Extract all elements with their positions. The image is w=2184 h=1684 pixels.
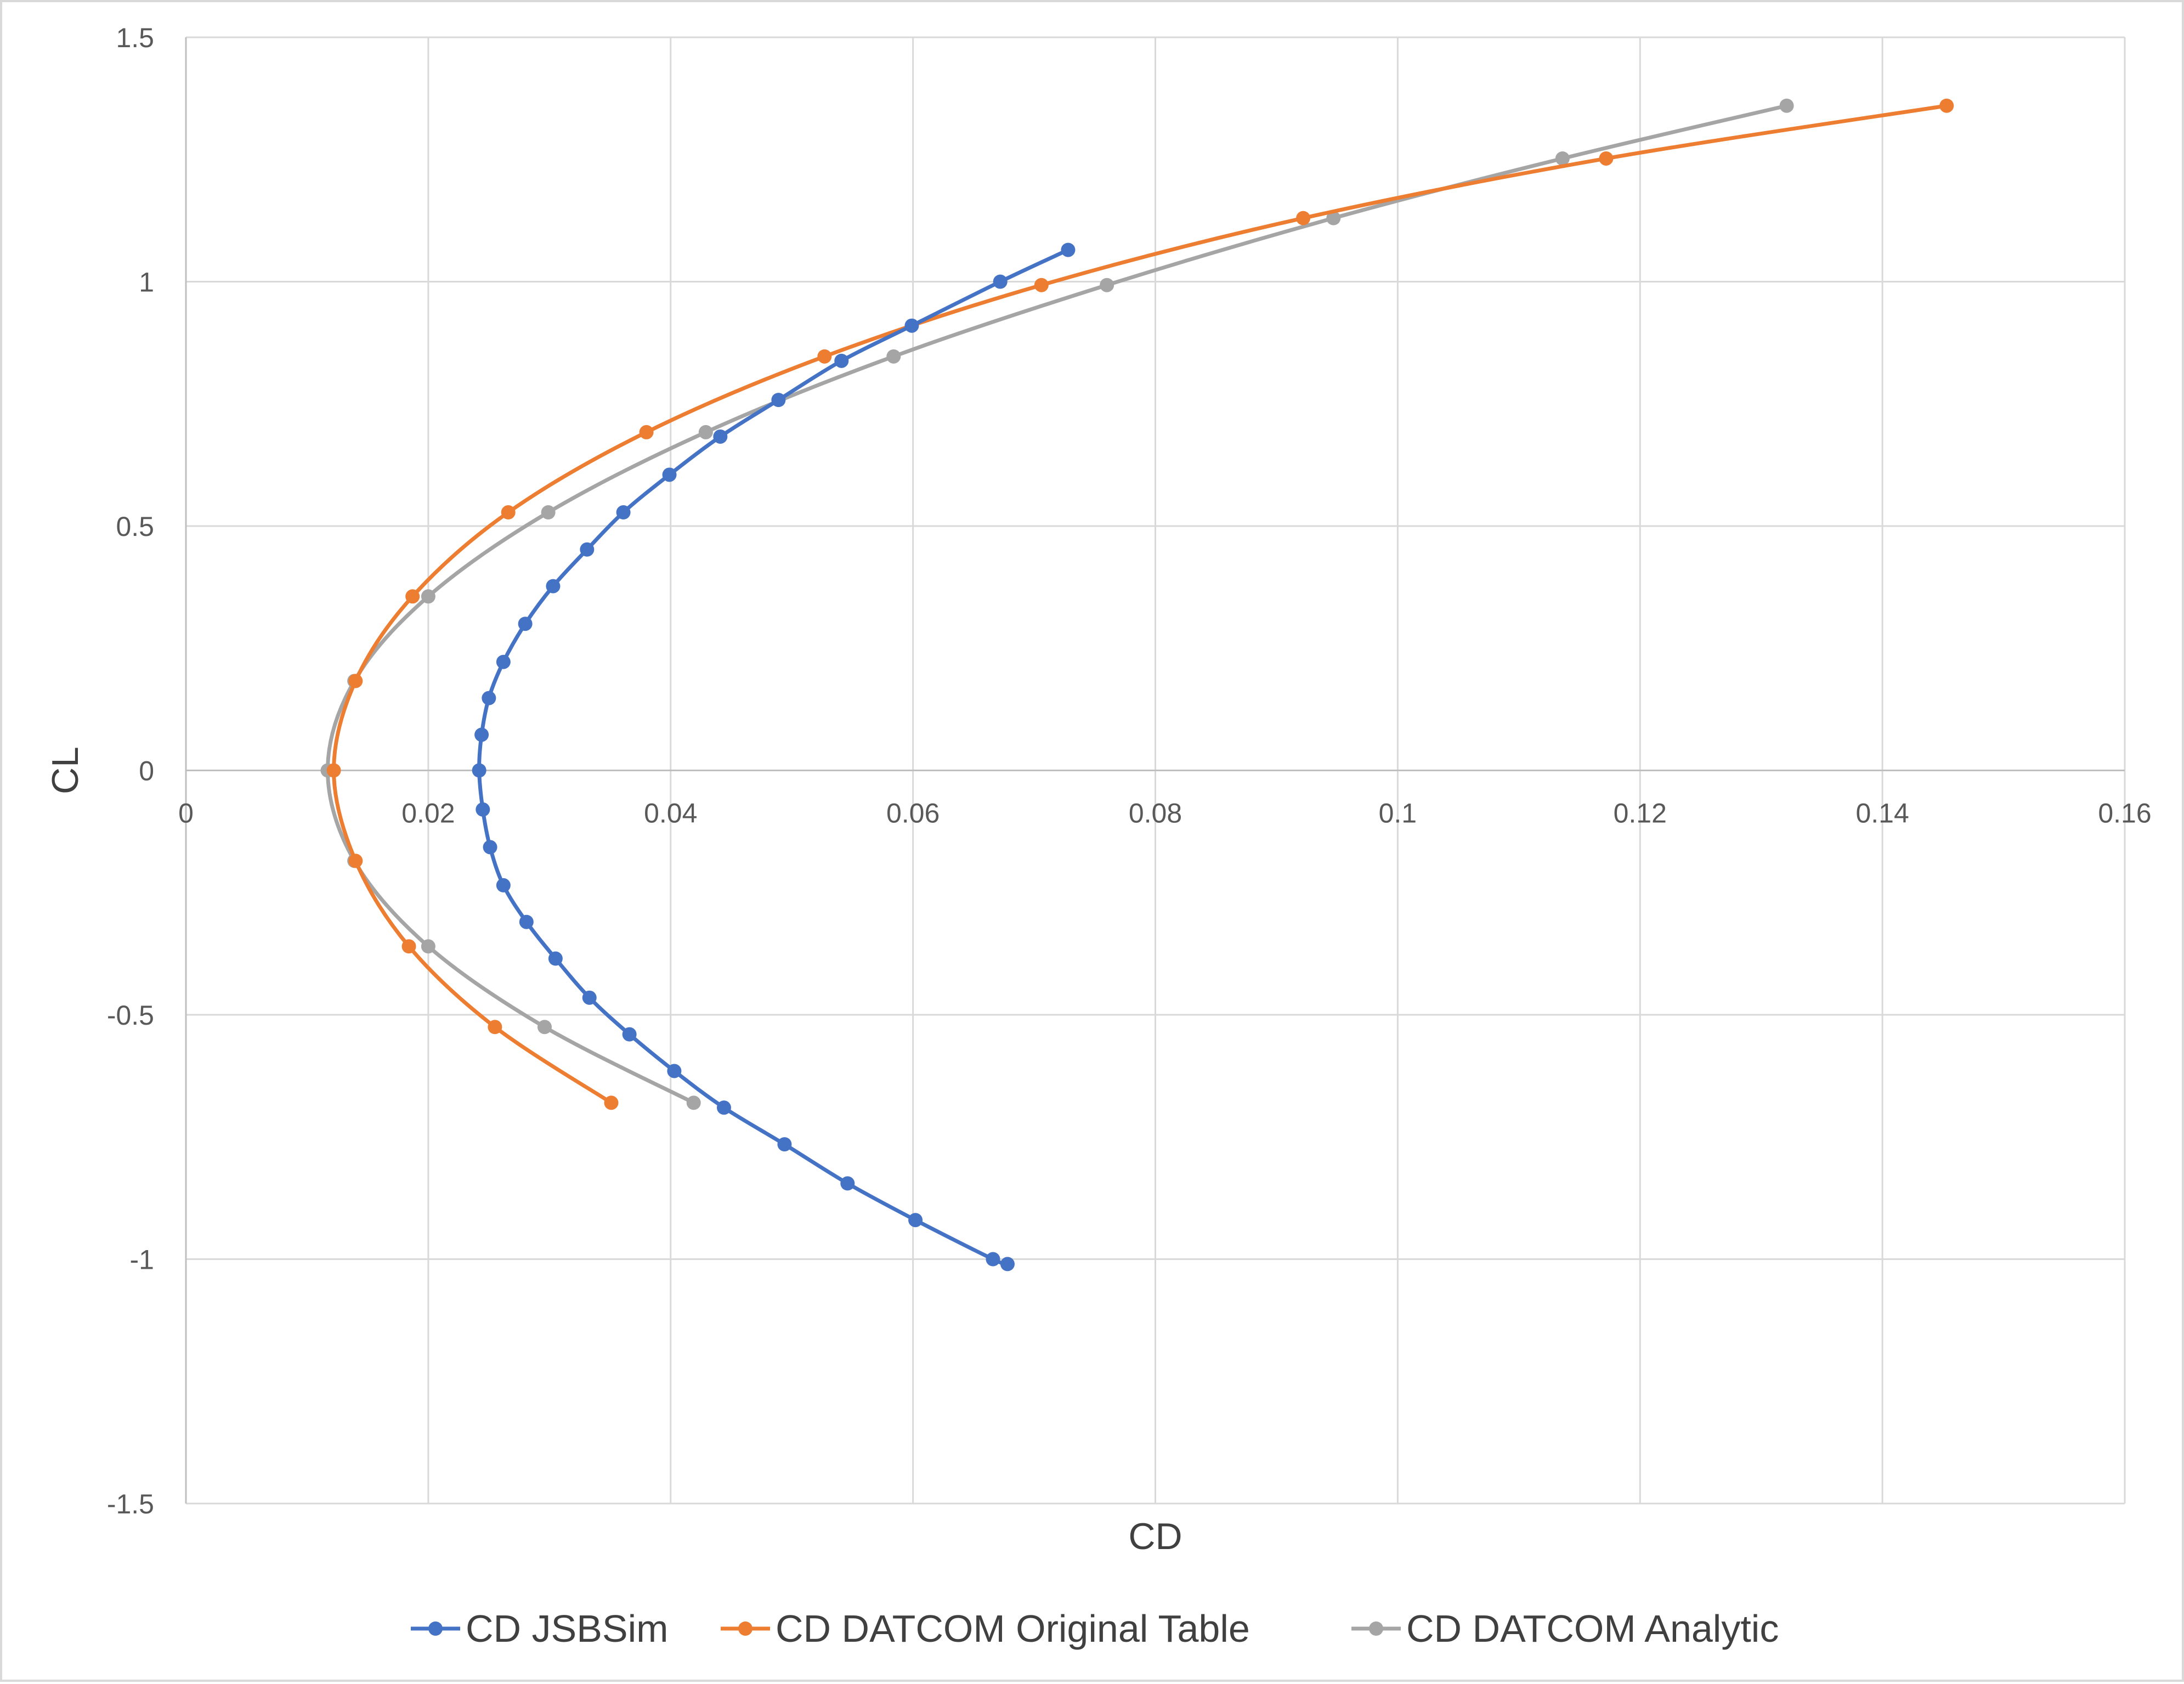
y-tick-label: -1 [130, 1245, 154, 1275]
data-point [519, 914, 534, 929]
data-point [1326, 211, 1341, 225]
data-point [777, 1137, 792, 1152]
x-tick-label: 0.02 [401, 798, 455, 829]
data-point [537, 1020, 552, 1035]
y-tick-label: -0.5 [107, 1000, 154, 1031]
data-point [1296, 211, 1311, 225]
y-tick-label: 1 [139, 267, 154, 298]
y-axis-title: CL [44, 747, 86, 794]
data-point [501, 505, 516, 520]
legend-marker [428, 1621, 443, 1636]
y-tick-label: 0.5 [116, 511, 154, 542]
data-point [817, 349, 832, 364]
legend-label: CD DATCOM Analytic [1406, 1607, 1779, 1650]
data-point [1034, 278, 1049, 292]
data-point [1555, 151, 1570, 166]
data-point [541, 505, 556, 520]
data-point [548, 951, 563, 966]
series-1 [326, 98, 1954, 1110]
data-point [474, 727, 489, 742]
data-point [667, 1064, 682, 1078]
x-tick-label: 0 [178, 798, 194, 829]
data-point [698, 425, 713, 439]
data-point [604, 1095, 619, 1110]
data-point [686, 1095, 701, 1110]
data-point [488, 1020, 502, 1035]
data-point [580, 542, 595, 557]
x-tick-label: 0.16 [2098, 798, 2151, 829]
data-point [496, 654, 511, 669]
legend-label: CD JSBSim [466, 1607, 668, 1650]
x-tick-label: 0.14 [1855, 798, 1909, 829]
data-point [546, 579, 561, 594]
data-point [639, 425, 654, 439]
data-point [834, 353, 849, 368]
data-point [904, 318, 919, 333]
data-point [986, 1252, 1000, 1267]
data-point [496, 878, 511, 892]
x-tick-label: 0.06 [886, 798, 940, 829]
data-point [483, 840, 497, 855]
data-point [616, 505, 631, 520]
data-point [840, 1176, 855, 1191]
legend-marker [738, 1621, 752, 1636]
y-tick-label: 1.5 [116, 22, 154, 53]
series-group [320, 98, 1954, 1272]
data-point [421, 589, 435, 604]
legend: CD JSBSim CD DATCOM Original Table CD DATC… [411, 1607, 1779, 1650]
data-point [1100, 278, 1114, 292]
data-point [713, 429, 728, 444]
data-point [1061, 242, 1076, 257]
x-tick-label: 0.04 [644, 798, 697, 829]
data-point [472, 763, 486, 778]
data-point [1599, 151, 1614, 166]
series-line [325, 104, 1787, 1105]
data-point [1000, 1257, 1015, 1272]
data-point [348, 674, 363, 688]
data-point [421, 939, 435, 954]
data-point [326, 763, 341, 778]
legend-label: CD DATCOM Original Table [776, 1607, 1250, 1650]
x-tick-label: 0.08 [1129, 798, 1182, 829]
series-0 [472, 242, 1076, 1272]
data-point [582, 990, 597, 1005]
legend-entry-2: CD DATCOM Analytic [1351, 1607, 1779, 1650]
y-tick-label: 0 [139, 756, 154, 787]
data-point [622, 1027, 637, 1042]
data-point [348, 854, 363, 868]
data-point [482, 691, 496, 705]
data-point [1939, 98, 1954, 113]
data-point [1779, 98, 1794, 113]
tick-labels: 0 0.02 0.04 0.06 0.08 0.1 0.12 0.14 0.16 1.5 1 0.5 0… [107, 22, 2152, 1519]
x-tick-label: 0.1 [1379, 798, 1417, 829]
data-point [886, 349, 901, 364]
data-point [716, 1100, 731, 1115]
data-point [662, 467, 677, 482]
y-tick-label: -1.5 [107, 1489, 154, 1519]
axes [185, 37, 2125, 1504]
series-line [332, 104, 1947, 1105]
data-point [908, 1213, 923, 1228]
data-point [405, 589, 420, 604]
legend-marker [1369, 1621, 1383, 1636]
data-point [401, 939, 416, 954]
data-point [518, 617, 533, 631]
series-2 [320, 98, 1794, 1110]
legend-entry-0: CD JSBSim [411, 1607, 668, 1650]
data-point [993, 274, 1008, 289]
data-point [771, 393, 786, 408]
data-point [476, 802, 490, 817]
legend-entry-1: CD DATCOM Original Table [721, 1607, 1250, 1650]
x-axis-title: CD [1128, 1516, 1182, 1557]
x-tick-label: 0.12 [1614, 798, 1667, 829]
